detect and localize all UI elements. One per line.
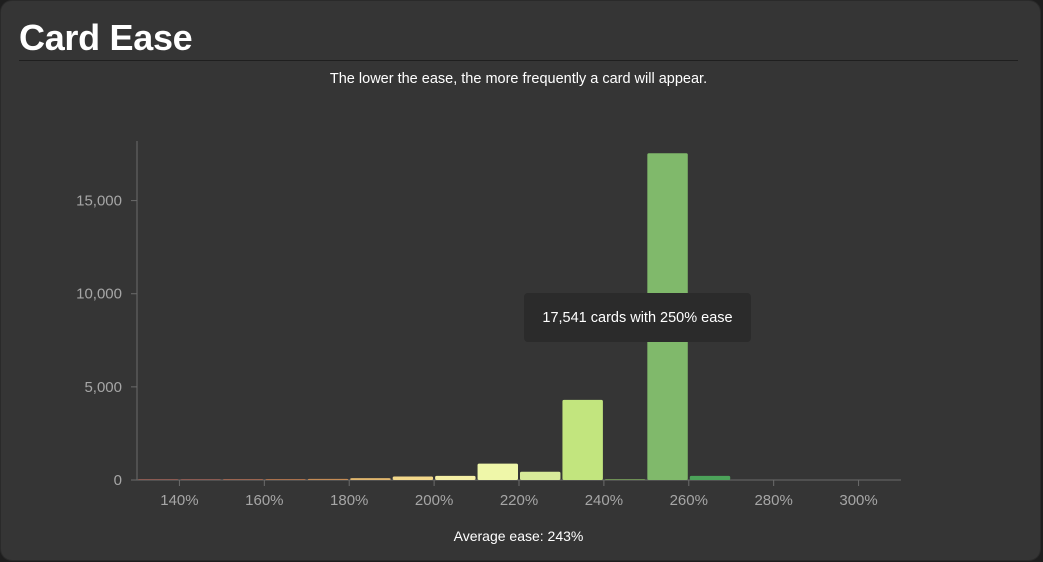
bar-150[interactable] [222,479,264,480]
y-tick-label: 0 [114,472,122,489]
x-tick-label: 240% [585,492,623,509]
x-tick-label: 300% [839,492,877,509]
bar-130[interactable] [138,479,179,480]
x-ticks-group: 140% 160% 180% 200% 220% 240% 260% 280% 300% [160,480,878,509]
bar-190[interactable] [392,476,434,480]
bar-260[interactable] [689,475,731,480]
y-tick-label: 5,000 [84,379,122,396]
average-ease-label: Average ease: [453,528,544,544]
bar-240[interactable] [604,479,646,480]
bar-220[interactable] [520,471,561,480]
bar-tooltip: 17,541 cards with 250% ease [524,293,751,342]
y-tick-label: 10,000 [76,286,122,303]
page-title: Card Ease [19,17,193,58]
y-ticks-group: 0 5,000 10,000 15,000 [76,193,137,489]
x-tick-label: 220% [500,492,538,509]
chart-subtitle: The lower the ease, the more frequently … [329,71,708,87]
average-ease-value: 243% [547,528,584,544]
x-tick-label: 280% [754,492,792,509]
bar-180[interactable] [350,478,391,480]
average-ease: Average ease: 243% [1,528,1036,544]
x-tick-label: 160% [245,492,283,509]
bar-210[interactable] [477,463,518,480]
bar-230[interactable] [562,399,603,480]
bar-160[interactable] [265,479,306,480]
bar-170[interactable] [307,478,349,480]
x-tick-label: 180% [330,492,368,509]
bar-200[interactable] [435,475,476,480]
title-divider [19,60,1018,61]
bar-140[interactable] [180,479,221,480]
x-tick-label: 260% [670,492,708,509]
x-tick-label: 200% [415,492,453,509]
x-tick-label: 140% [160,492,198,509]
y-tick-label: 15,000 [76,193,122,210]
